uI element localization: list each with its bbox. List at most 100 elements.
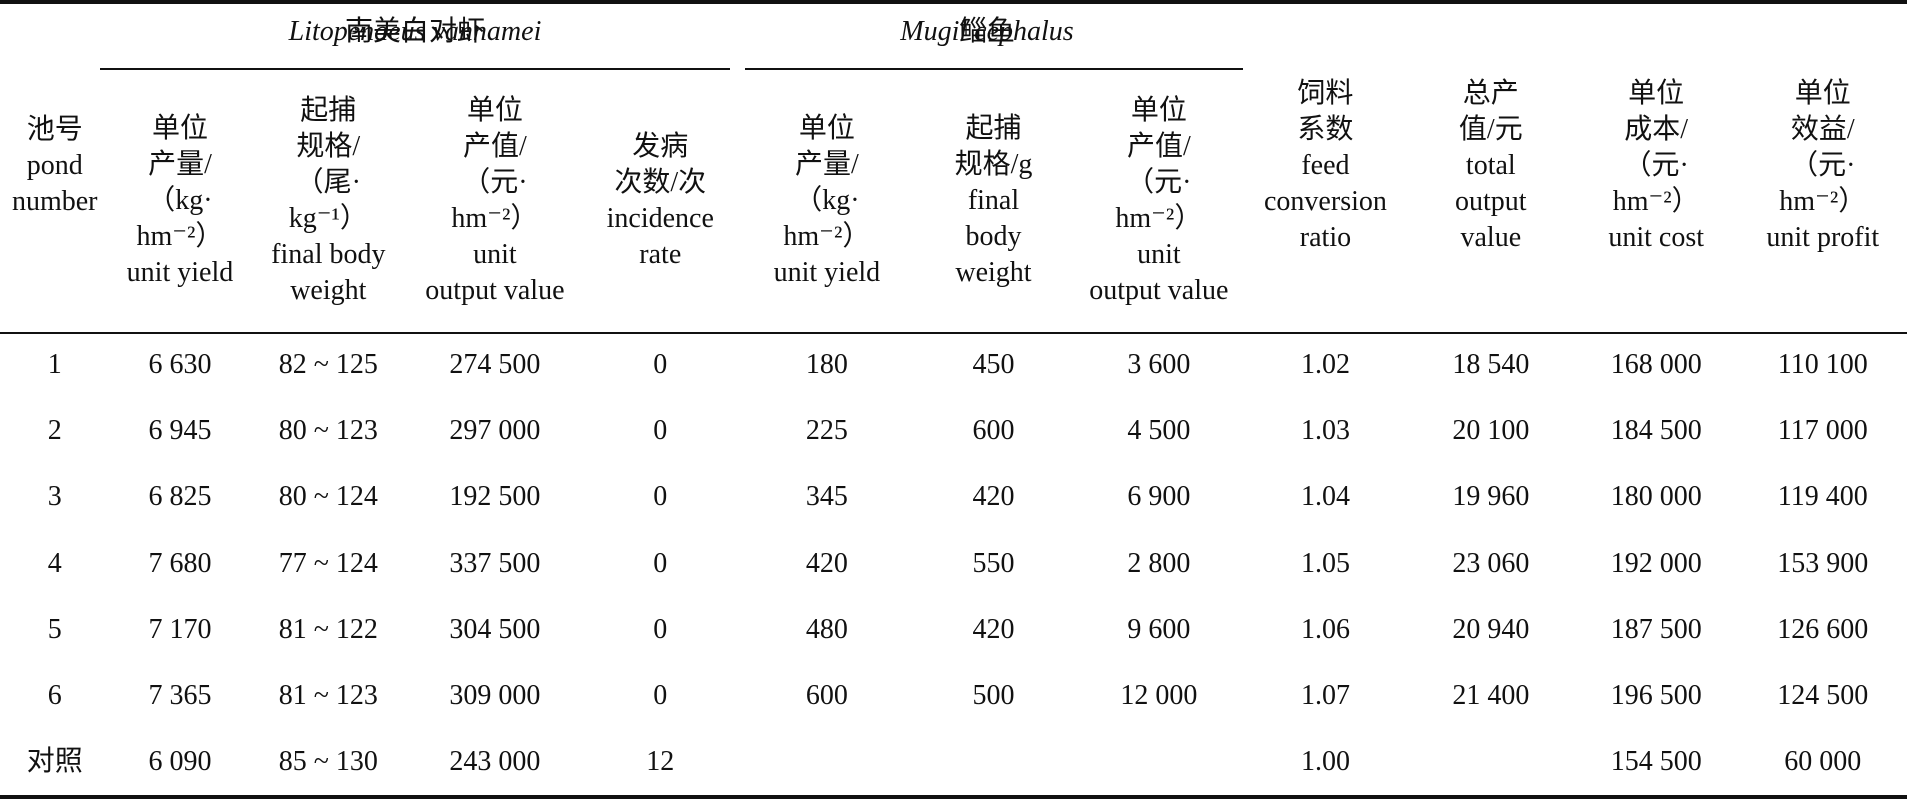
cell: 6 825 [148,481,212,513]
column-header-line: output [1455,186,1527,217]
cell: 304 500 [449,613,541,645]
cell: 187 500 [1610,613,1702,645]
column-header-line: 单位 [1130,95,1187,126]
column-header-line: final body [271,239,386,270]
column-header-line: 单位 [1794,78,1851,109]
cell: 337 500 [449,547,541,579]
cell: 243 000 [449,746,541,778]
group-name: 南美白对虾 [344,16,486,47]
group-latin: Mugil cephalus [900,16,1074,47]
column-header-line: 规格/ [296,131,361,162]
cell: 450 [972,348,1015,380]
cell: 82 ~ 125 [278,348,378,380]
column-header-line: （元· [1790,150,1856,181]
column-header-line: unit yield [773,257,881,288]
cell: 4 500 [1127,415,1191,447]
cell: 1.00 [1300,746,1350,778]
cell: 180 [805,348,848,380]
column-header-line: 总产 [1462,78,1519,109]
column-header-line: hm⁻²） [783,221,871,252]
column-header-line: 产值/ [463,131,527,162]
column-header-line: 产量/ [794,149,859,180]
column-header-line: unit cost [1608,222,1705,253]
column-header-line: kg⁻¹） [288,203,368,234]
column-header-line: unit yield [126,257,234,288]
cell: 80 ~ 123 [278,415,378,447]
column-header-line: unit [1137,239,1181,270]
column-header-line: 发病 [632,131,689,162]
column-header-line: unit profit [1766,222,1880,253]
cell: 2 [47,415,62,447]
column-header-line: 单位 [151,113,208,144]
column-header-line: incidence [606,203,714,234]
cell: 6 900 [1127,481,1191,513]
cell: 6 630 [148,348,212,380]
cell: 274 500 [449,348,541,380]
cell: 4 [47,547,62,579]
cell: 110 100 [1777,348,1868,380]
cell: 6 090 [148,746,212,778]
cell: 7 680 [148,547,212,579]
column-header-line: total [1465,150,1516,181]
cell: 154 500 [1610,746,1702,778]
column-header-line: weight [955,257,1032,288]
column-header-line: conversion [1264,186,1387,217]
column-header-line: 值/元 [1458,114,1523,145]
cell: 420 [805,547,848,579]
cell: 2 800 [1127,547,1191,579]
cell: 21 400 [1452,680,1530,712]
column-header-line: value [1460,222,1522,253]
cell: 7 170 [148,613,212,645]
cell: 77 ~ 124 [278,547,378,579]
cell: 85 ~ 130 [278,746,378,778]
cell: 600 [972,415,1015,447]
column-header-line: （元· [462,167,528,198]
column-header-line: 产量/ [148,149,212,180]
group-rule [745,68,1243,70]
column-header-line: rate [639,239,682,270]
cell: 1.03 [1300,415,1350,447]
cell: 420 [972,613,1015,645]
cell: 23 060 [1452,547,1530,579]
cell: 18 540 [1452,348,1530,380]
cell: 9 600 [1127,613,1191,645]
cell: 20 940 [1452,613,1530,645]
cell: 1.04 [1300,481,1350,513]
cell: 600 [805,680,848,712]
cell: 3 600 [1127,348,1191,380]
cell: 0 [653,547,668,579]
cell: 345 [805,481,848,513]
cell: 0 [653,481,668,513]
column-header-line: 成本/ [1624,114,1689,145]
cell: 1 [47,348,62,380]
column-header-line: 单位 [798,113,855,144]
column-header-line: final [967,185,1020,216]
column-header-line: （kg· [147,185,213,216]
column-header-line: hm⁻²） [136,221,224,252]
cell: 81 ~ 123 [278,680,378,712]
cell: 192 000 [1610,547,1702,579]
column-header-line: hm⁻²） [451,203,539,234]
cell: 0 [653,348,668,380]
cell: 117 000 [1777,415,1868,447]
bottom-rule [0,795,1907,799]
cell: 0 [653,415,668,447]
cell: 0 [653,680,668,712]
header-rule [0,332,1907,334]
cell: 0 [653,613,668,645]
column-header-line: 规格/g [954,149,1033,180]
cell: 297 000 [449,415,541,447]
top-rule [0,0,1907,4]
column-header-line: （元· [1126,167,1192,198]
cell: 5 [47,613,62,645]
cell: 12 [646,746,675,778]
cell: 225 [805,415,848,447]
cell: 184 500 [1610,415,1702,447]
cell: 对照 [26,746,83,778]
column-header-line: hm⁻²） [1115,203,1203,234]
group-rule [100,68,730,70]
column-header-line: ratio [1299,222,1352,253]
column-header-line: hm⁻²） [1779,186,1867,217]
cell: 80 ~ 124 [278,481,378,513]
